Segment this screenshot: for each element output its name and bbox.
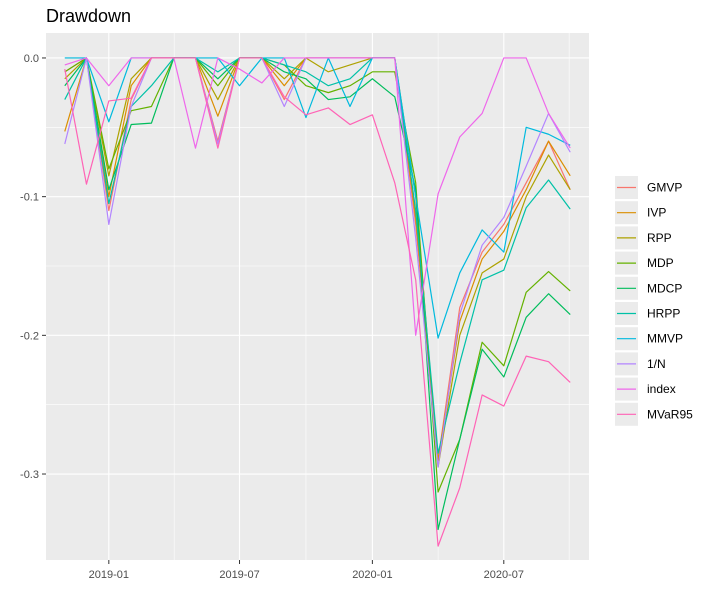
x-tick-label: 2019-07 (219, 569, 259, 581)
legend-label-HRPP: HRPP (647, 307, 680, 321)
x-tick-label: 2019-01 (89, 569, 129, 581)
legend-label-index: index (647, 382, 676, 396)
y-tick-label: 0.0 (24, 53, 39, 65)
legend-label-MVaR95: MVaR95 (647, 407, 693, 421)
y-tick-label: -0.2 (20, 330, 39, 342)
series-line-index (64, 57, 571, 336)
x-tick-label: 2020-01 (352, 569, 392, 581)
y-tick-label: -0.3 (20, 469, 39, 481)
legend-label-MDP: MDP (647, 256, 674, 270)
minor-gridlines (46, 33, 589, 560)
x-axis: 2019-01 2019-07 2020-01 2020-07 (89, 560, 524, 581)
legend-label-IVP: IVP (647, 206, 666, 220)
plot-panel (46, 33, 589, 560)
legend: GMVP IVP RPP MDP MDCP HRPP MMVP 1/N index MVaR95 (609, 172, 704, 431)
legend-label-MMVP: MMVP (647, 332, 683, 346)
legend-label-1/N: 1/N (647, 357, 666, 371)
y-tick-label: -0.1 (20, 192, 39, 204)
legend-label-RPP: RPP (647, 231, 672, 245)
y-axis: 0.0 -0.1 -0.2 -0.3 (20, 53, 46, 481)
chart-title: Drawdown (46, 6, 131, 26)
series-line-MVaR95 (64, 57, 571, 547)
series-line-RPP (64, 57, 571, 468)
legend-label-MDCP: MDCP (647, 281, 682, 295)
series-lines (64, 57, 571, 547)
x-tick-label: 2020-07 (484, 569, 524, 581)
legend-label-GMVP: GMVP (647, 181, 682, 195)
series-line-HRPP (64, 57, 571, 454)
